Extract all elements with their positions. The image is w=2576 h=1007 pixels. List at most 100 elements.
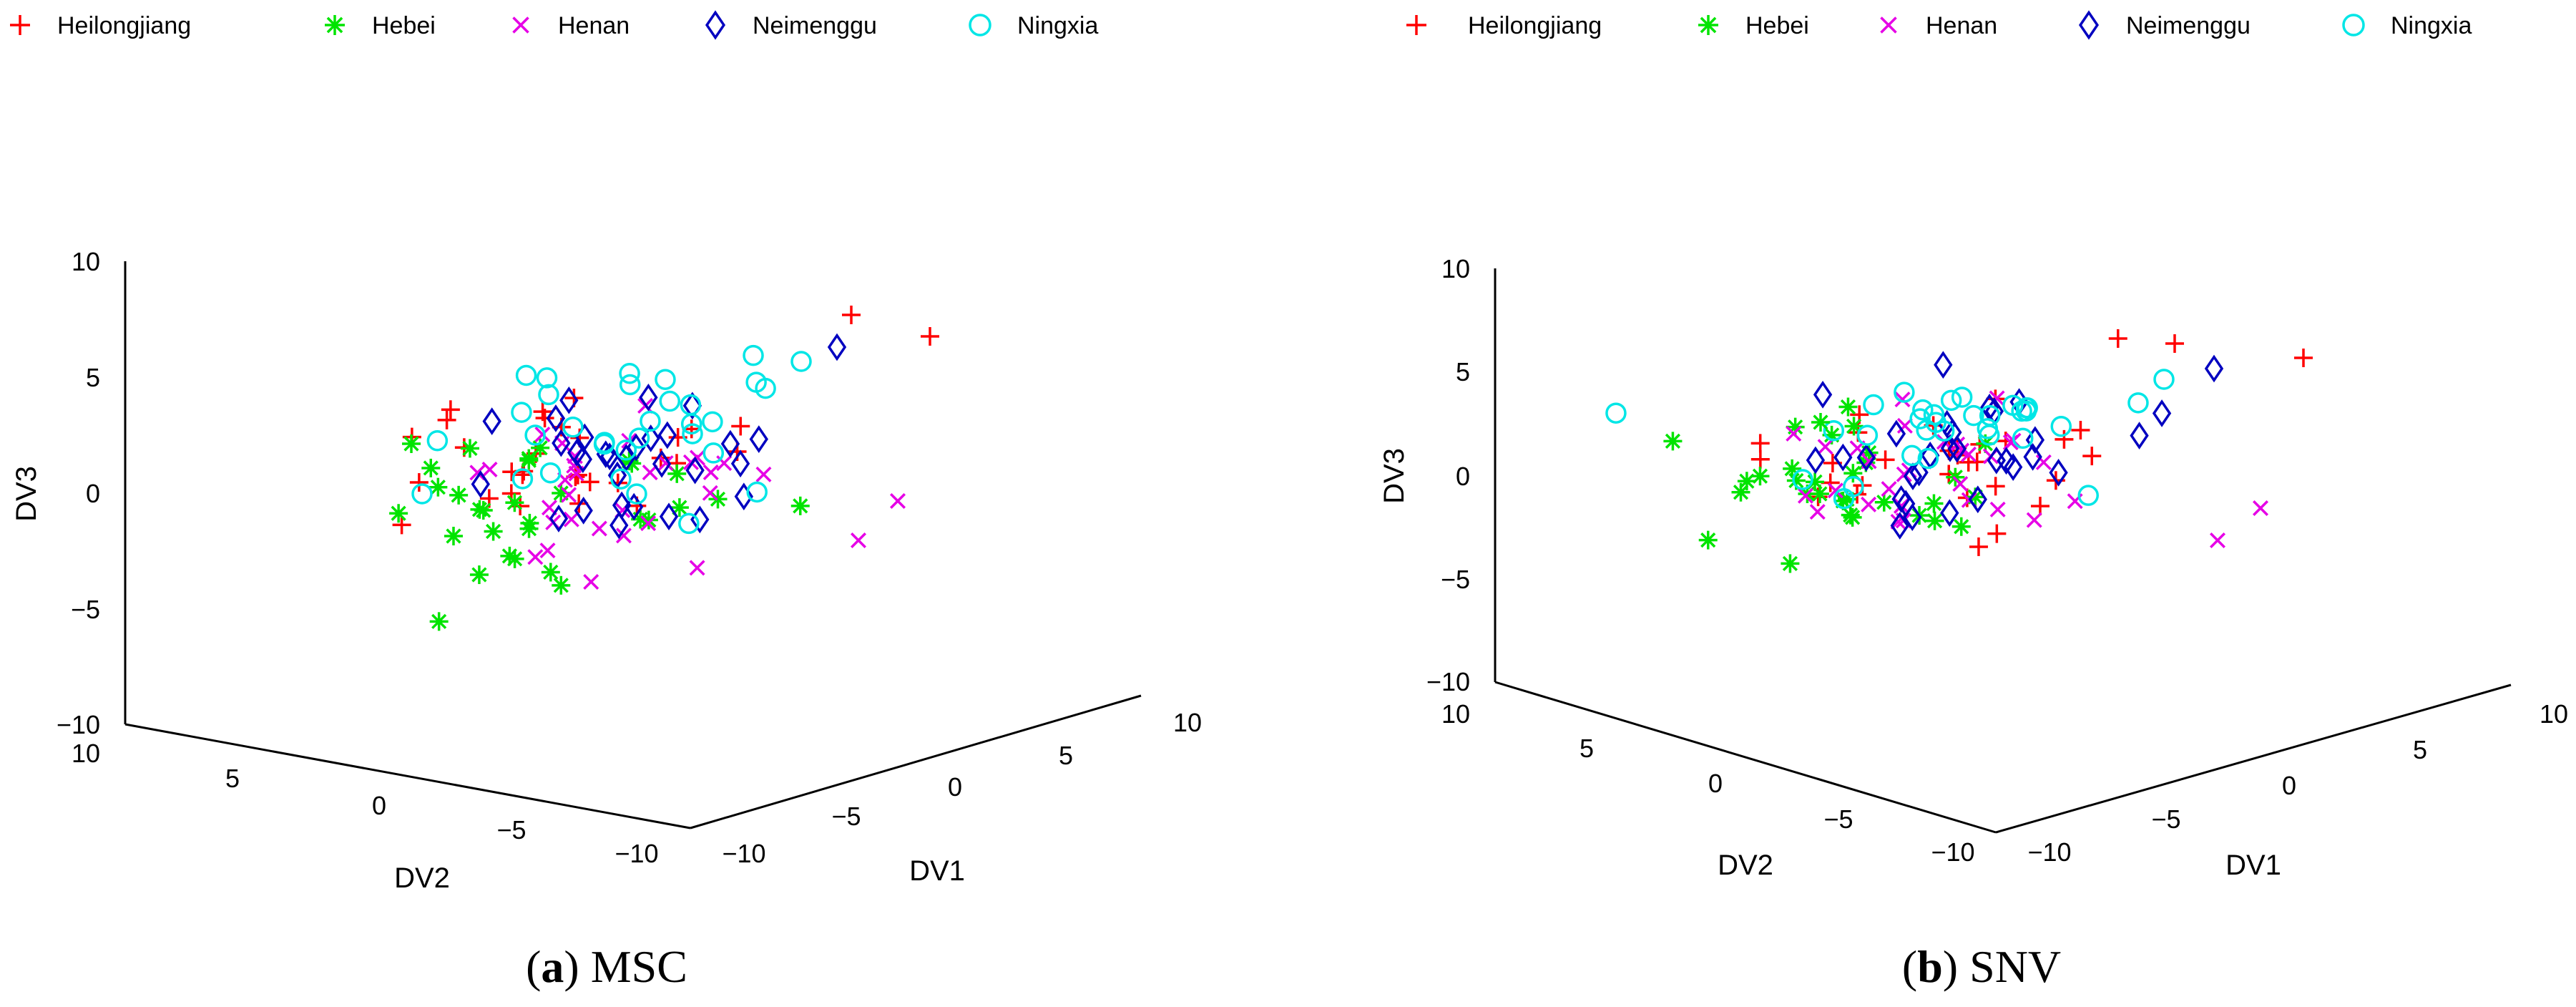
point-henan <box>469 464 486 481</box>
point-henan <box>2002 434 2019 451</box>
point-hebei <box>531 438 550 457</box>
point-hebei <box>519 451 539 470</box>
point-hebei <box>541 563 560 582</box>
point-henan <box>481 462 498 478</box>
point-ningxia <box>1856 424 1879 446</box>
point-ningxia <box>640 410 661 432</box>
point-henan <box>2026 512 2042 528</box>
point-hebei <box>1924 494 1944 513</box>
legend-label-heilongjiang: Heilongjiang <box>1468 12 1602 39</box>
point-ningxia <box>2015 400 2037 422</box>
legend-label-neimenggu: Neimenggu <box>753 12 877 39</box>
point-neimenggu <box>1903 503 1922 532</box>
panel-msc: Heilongjiang Hebei Henan Neimenggu Ningx… <box>10 10 1202 992</box>
point-hebei <box>444 527 463 546</box>
x-tick-label: 10 <box>2540 699 2568 729</box>
point-henan <box>527 549 544 565</box>
point-hebei <box>520 513 539 532</box>
point-heilongjiang <box>437 410 456 429</box>
legend-marker-ningxia <box>2342 14 2365 37</box>
point-henan <box>539 543 556 559</box>
point-neimenggu <box>749 425 768 454</box>
point-ningxia <box>2012 427 2034 449</box>
point-ningxia <box>746 481 768 503</box>
point-ningxia <box>655 369 676 390</box>
point-hebei <box>1874 492 1894 512</box>
point-henan <box>1952 476 1969 492</box>
point-heilongjiang <box>2165 334 2184 353</box>
x-tick-label: 5 <box>2413 735 2427 764</box>
point-ningxia <box>536 367 558 389</box>
point-neimenggu <box>471 470 490 498</box>
point-hebei <box>449 485 469 505</box>
point-neimenggu <box>2025 426 2045 454</box>
point-henan <box>583 573 599 590</box>
point-heilongjiang <box>1986 477 2005 496</box>
point-henan <box>755 466 772 482</box>
point-ningxia <box>1843 475 1864 497</box>
point-hebei <box>500 546 519 565</box>
point-ningxia <box>755 377 776 399</box>
point-ningxia <box>615 439 637 461</box>
y-tick-label: 0 <box>372 791 386 820</box>
y-axis-label: DV2 <box>1718 850 1773 881</box>
scatter-points <box>389 306 939 631</box>
point-ningxia <box>1894 381 1915 403</box>
point-neimenggu <box>559 386 579 414</box>
y-tick-label: 10 <box>72 739 100 768</box>
y-tick-label: 5 <box>225 764 240 793</box>
point-ningxia <box>524 424 546 446</box>
legend-label-ningxia: Ningxia <box>2391 12 2472 39</box>
point-henan <box>1797 487 1813 504</box>
z-tick-label: −10 <box>1426 667 1470 696</box>
point-hebei <box>1806 472 1825 492</box>
point-henan <box>1881 481 1897 497</box>
point-heilongjiang <box>2294 349 2313 367</box>
point-henan <box>2210 532 2225 548</box>
point-neimenggu <box>690 505 710 534</box>
point-hebei <box>1781 554 1800 573</box>
x-tick-label: 0 <box>2282 771 2296 800</box>
scatter-points <box>1605 329 2313 573</box>
z-axis-label: DV3 <box>11 466 42 522</box>
x-tick-label: −5 <box>831 802 861 831</box>
point-neimenggu <box>685 456 705 485</box>
legend-label-hebei: Hebei <box>372 12 436 39</box>
point-neimenggu <box>734 482 754 511</box>
legend-marker-neimenggu <box>2078 10 2100 40</box>
point-neimenggu <box>657 421 677 449</box>
point-heilongjiang <box>441 400 460 419</box>
y-tick-label: −10 <box>614 839 658 868</box>
point-heilongjiang <box>409 473 428 492</box>
point-neimenggu <box>2152 399 2172 427</box>
point-neimenggu <box>573 445 593 474</box>
point-hebei <box>470 500 489 519</box>
legend-marker-hebei <box>325 15 345 35</box>
point-heilongjiang <box>1750 434 1770 453</box>
point-ningxia <box>562 416 584 438</box>
caption-snv: (b) SNV <box>1902 941 2061 992</box>
x-axis-line <box>1995 684 2512 834</box>
y-tick-label: 10 <box>1441 699 1470 729</box>
point-hebei <box>1838 397 1858 417</box>
point-heilongjiang <box>2082 447 2102 466</box>
point-hebei <box>1811 413 1830 432</box>
point-hebei <box>552 575 571 595</box>
point-henan <box>2035 454 2052 470</box>
point-ningxia <box>1605 402 1627 424</box>
point-neimenggu <box>1947 434 1967 463</box>
point-hebei <box>1951 517 1971 536</box>
point-hebei <box>639 510 658 530</box>
point-ningxia <box>511 402 532 423</box>
point-henan <box>1896 417 1913 434</box>
point-henan <box>1786 425 1802 442</box>
point-neimenggu <box>574 497 593 525</box>
y-axis-label: DV2 <box>394 862 450 894</box>
point-henan <box>716 455 733 472</box>
point-ningxia <box>680 394 702 416</box>
point-ningxia <box>702 411 723 433</box>
z-tick-label: 5 <box>86 363 100 392</box>
point-henan <box>702 485 718 501</box>
point-ningxia <box>1901 444 1923 467</box>
point-henan <box>851 532 866 548</box>
